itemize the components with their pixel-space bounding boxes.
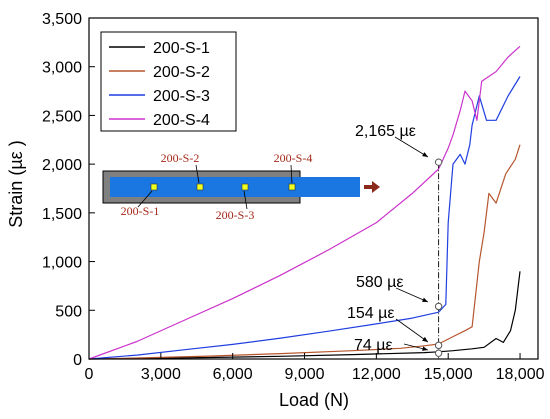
series-line-200-S-4 bbox=[88, 45, 521, 360]
gauge-marker-4 bbox=[288, 183, 296, 191]
legend-label-200-S-1: 200-S-1 bbox=[153, 40, 210, 57]
series-line-200-S-2 bbox=[88, 144, 521, 360]
inset-label-s2: 200-S-2 bbox=[161, 151, 200, 165]
gauge-marker-1 bbox=[150, 183, 158, 191]
x-tick-label: 3,000 bbox=[141, 366, 181, 383]
x-tick-label: 9,000 bbox=[284, 366, 324, 383]
x-tick-label: 12,000 bbox=[352, 366, 401, 383]
x-axis-title: Load (N) bbox=[279, 390, 349, 410]
marker-200-S-3 bbox=[434, 302, 443, 311]
x-tick-label: 0 bbox=[85, 366, 94, 383]
inset-pointer-2 bbox=[195, 164, 200, 184]
inset-diagram: 200-S-2 200-S-4 200-S-1 200-S-3 bbox=[102, 151, 380, 222]
y-axis-title: Strain (µε ) bbox=[6, 140, 26, 227]
legend: 200-S-1 200-S-2 200-S-3 200-S-4 bbox=[100, 31, 237, 132]
annotation-200-S-2: 154 µε bbox=[347, 305, 395, 322]
legend-label-200-S-2: 200-S-2 bbox=[153, 64, 210, 81]
series-line-200-S-3 bbox=[88, 76, 521, 360]
marker-200-S-2 bbox=[434, 341, 443, 350]
inset-pointer-4 bbox=[290, 164, 293, 184]
annotation-arrow bbox=[395, 287, 429, 303]
inset-blue-bar bbox=[110, 177, 360, 197]
annotation-layer: 2,165 µε 580 µε 154 µε 74 µε bbox=[347, 123, 429, 354]
inset-pointer-1 bbox=[137, 190, 153, 208]
y-tick-label: 500 bbox=[55, 303, 82, 320]
legend-label-200-S-4: 200-S-4 bbox=[153, 112, 210, 129]
annotation-arrow bbox=[394, 136, 429, 158]
annotation-200-S-3: 580 µε bbox=[356, 274, 404, 291]
inset-arrow-icon bbox=[364, 181, 380, 193]
inset-label-s4: 200-S-4 bbox=[274, 151, 313, 165]
series-line-200-S-1 bbox=[88, 271, 521, 360]
gauge-marker-2 bbox=[196, 183, 204, 191]
marker-200-S-1 bbox=[434, 349, 443, 357]
y-tick-label: 2,500 bbox=[42, 108, 82, 125]
y-tick-label: 3,000 bbox=[42, 60, 82, 77]
inset-label-s1: 200-S-1 bbox=[121, 204, 160, 218]
marker-layer bbox=[434, 158, 443, 357]
y-tick-label: 0 bbox=[73, 352, 82, 369]
axes bbox=[88, 17, 539, 360]
annotation-200-S-4: 2,165 µε bbox=[355, 123, 416, 140]
annotation-arrowhead bbox=[422, 152, 428, 157]
legend-box bbox=[100, 31, 237, 132]
x-tick-label: 6,000 bbox=[213, 366, 253, 383]
annotation-arrowhead bbox=[422, 346, 428, 351]
y-tick-label: 1,000 bbox=[42, 255, 82, 272]
y-tick-label: 2,000 bbox=[42, 157, 82, 174]
y-tick-label: 1,500 bbox=[42, 206, 82, 223]
annotation-arrow bbox=[395, 318, 429, 343]
gauge-marker-3 bbox=[241, 183, 249, 191]
annotation-200-S-1: 74 µε bbox=[354, 337, 393, 354]
inset-label-s3: 200-S-3 bbox=[216, 208, 255, 222]
legend-label-200-S-3: 200-S-3 bbox=[153, 88, 210, 105]
inset-pointer-3 bbox=[243, 190, 248, 210]
annotation-arrowhead bbox=[422, 297, 428, 302]
x-tick-label: 15,000 bbox=[424, 366, 473, 383]
x-tick-label: 18,000 bbox=[496, 366, 545, 383]
series-lines bbox=[88, 45, 521, 360]
y-tick-label: 3,500 bbox=[42, 11, 82, 28]
tick-layer: 0 3,000 6,000 9,000 12,000 15,000 18,000 0 500 1,… bbox=[42, 11, 545, 383]
plot-frame bbox=[88, 17, 539, 360]
annotation-arrowhead bbox=[422, 336, 428, 342]
legend-items: 200-S-1 200-S-2 200-S-3 200-S-4 bbox=[109, 40, 210, 129]
marker-200-S-4 bbox=[434, 158, 443, 166]
